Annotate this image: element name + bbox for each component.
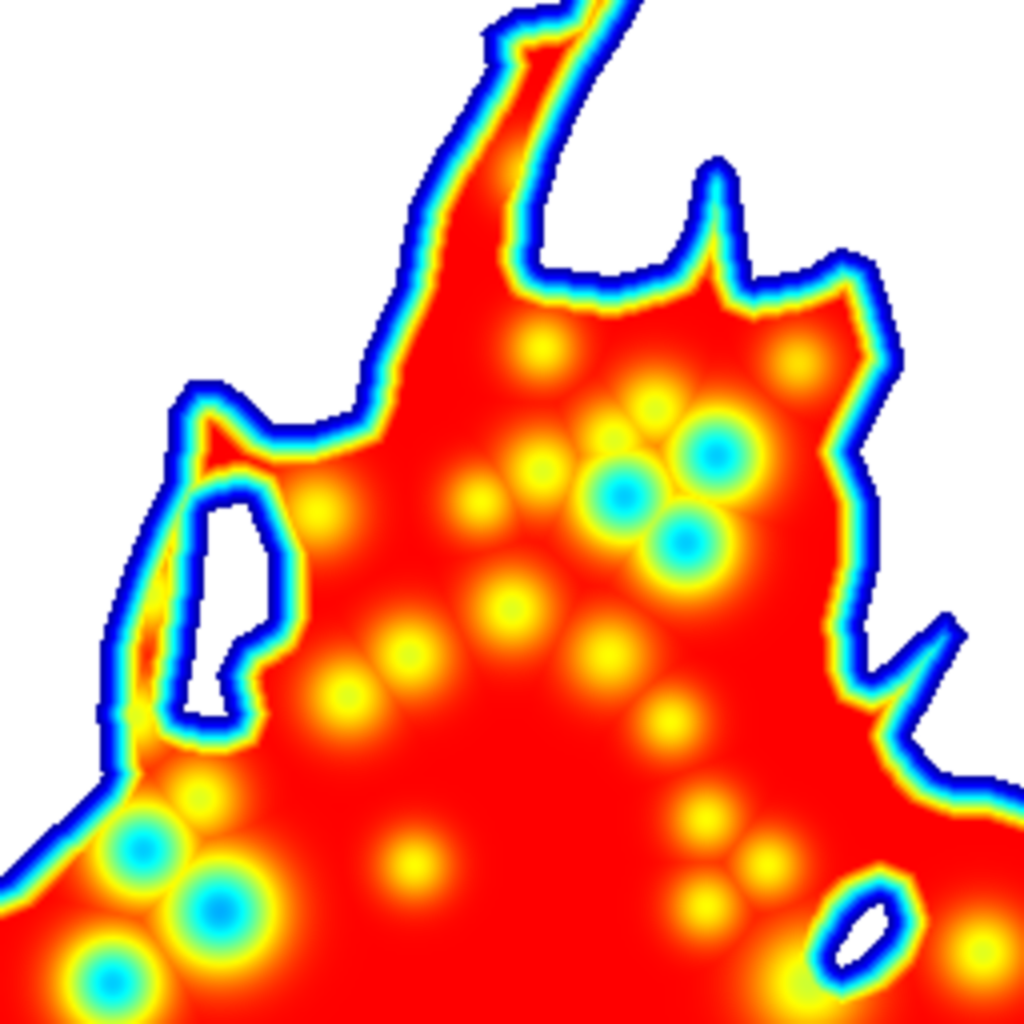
heatmap-plot <box>0 0 1024 1024</box>
